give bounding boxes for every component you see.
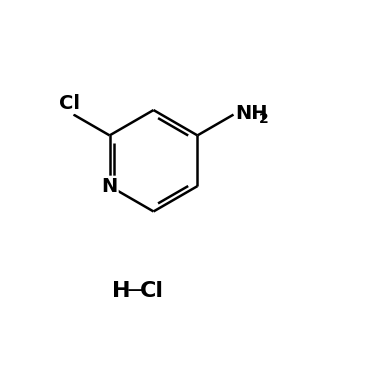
- Text: 2: 2: [259, 112, 269, 126]
- Text: NH: NH: [235, 104, 268, 123]
- Text: N: N: [101, 177, 118, 196]
- Text: Cl: Cl: [59, 94, 80, 113]
- Text: Cl: Cl: [140, 281, 164, 301]
- Text: H: H: [112, 281, 130, 301]
- Text: −: −: [125, 281, 144, 301]
